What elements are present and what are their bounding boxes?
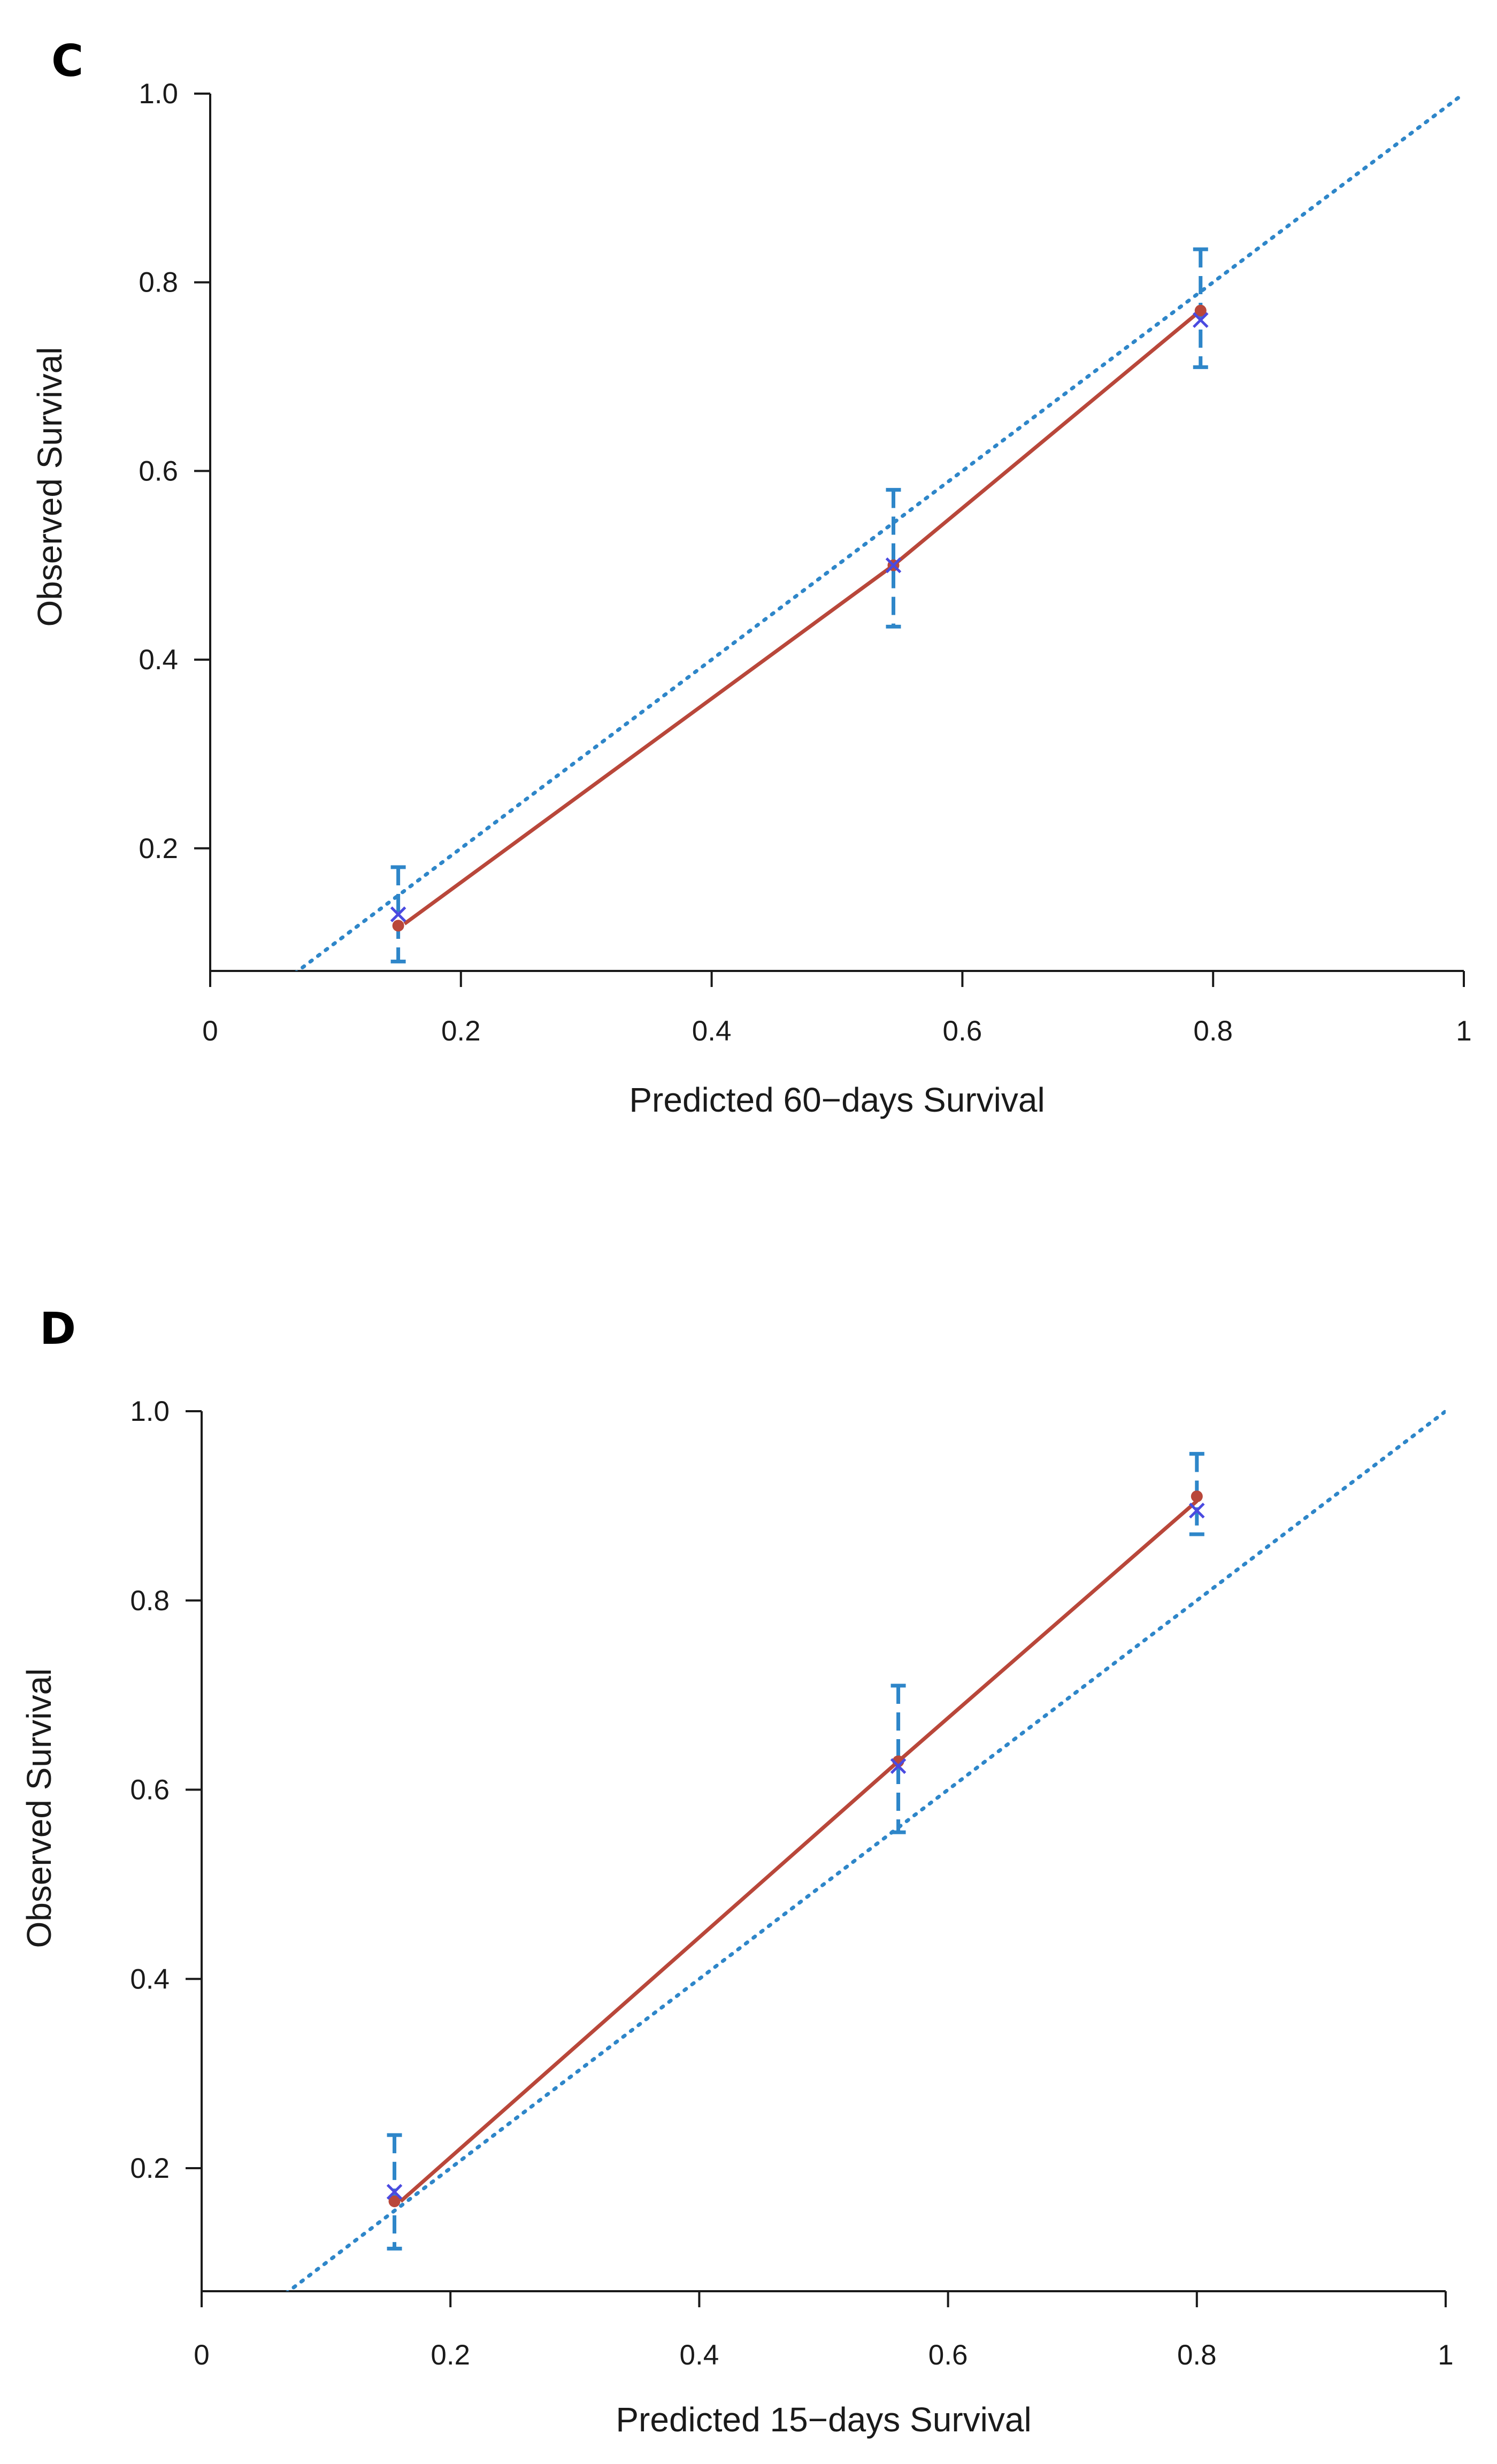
x-tick-label: 0.4	[692, 1015, 732, 1047]
x-tick-label: 0.2	[431, 2339, 470, 2371]
y-tick-label: 0.2	[139, 833, 178, 864]
calibration-chart-60-days: 0 0.2 0.4 0.6 0.8 1 0.2 0.4 0.6 0.8 1.0 Predicted 6…	[30, 78, 1472, 1119]
y-tick-label: 0.6	[130, 1774, 170, 1806]
predicted-x-marker	[1192, 312, 1209, 328]
x-marker-stroke	[885, 557, 902, 573]
observed-point	[1194, 304, 1207, 317]
y-tick-label: 0.4	[139, 644, 178, 676]
x-tick-label: 0.6	[943, 1015, 982, 1047]
reference-diagonal-line	[295, 91, 1464, 971]
x-tick-label: 0.6	[928, 2339, 968, 2371]
calibration-line	[399, 1499, 1199, 2203]
predicted-x-marker	[386, 2184, 403, 2200]
x-marker-stroke	[386, 2184, 403, 2200]
predicted-x-marker	[885, 557, 902, 573]
observed-point	[392, 920, 404, 932]
x-tick-label: 0.8	[1177, 2339, 1217, 2371]
x-tick-label: 0	[194, 2339, 209, 2371]
x-marker-stroke	[1189, 1502, 1205, 1519]
y-tick-label: 0.2	[130, 2153, 170, 2184]
panel-letter-c: C	[51, 36, 83, 87]
reference-diagonal-line	[286, 1409, 1446, 2291]
y-tick-label: 0.8	[130, 1585, 170, 1617]
x-marker-stroke	[390, 906, 406, 922]
predicted-x-marker	[390, 906, 406, 922]
predicted-x-marker	[1189, 1502, 1205, 1519]
x-tick-label: 1	[1456, 1015, 1471, 1047]
y-tick-label: 0.8	[139, 267, 178, 299]
predicted-x-marker	[890, 1758, 907, 1774]
y-tick-label: 0.4	[130, 1963, 170, 1995]
calibration-chart-15-days: 0 0.2 0.4 0.6 0.8 1 0.2 0.4 0.6 0.8 1.0 Predicted 1…	[20, 1396, 1454, 2439]
y-tick-label: 0.6	[139, 455, 178, 487]
y-axis-title: Observed Survival	[30, 347, 69, 627]
observed-point	[1191, 1490, 1203, 1503]
y-tick-label: 1.0	[130, 1396, 170, 1427]
x-tick-label: 0.4	[680, 2339, 719, 2371]
x-tick-label: 0	[202, 1015, 218, 1047]
x-tick-label: 1	[1438, 2339, 1453, 2371]
observed-point	[388, 2195, 401, 2207]
panel-letter-d: D	[40, 1304, 76, 1355]
x-axis-title: Predicted 60−days Survival	[629, 1081, 1045, 1119]
x-tick-label: 0.8	[1193, 1015, 1233, 1047]
x-tick-label: 0.2	[441, 1015, 481, 1047]
x-marker-stroke	[890, 1758, 907, 1774]
calibration-line	[403, 309, 1202, 925]
x-axis-title: Predicted 15−days Survival	[616, 2400, 1031, 2439]
y-tick-label: 1.0	[139, 78, 178, 110]
y-axis-title: Observed Survival	[20, 1669, 58, 1948]
x-marker-stroke	[1192, 312, 1209, 328]
